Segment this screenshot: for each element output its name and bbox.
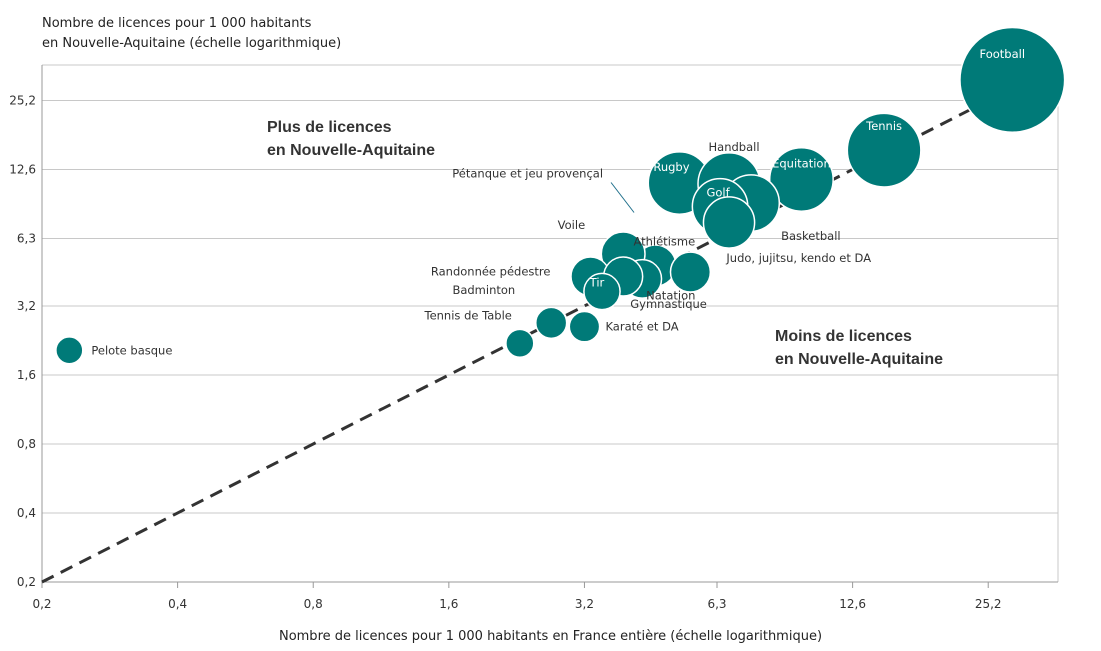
grid — [42, 64, 1059, 582]
bubble — [846, 112, 922, 188]
point-label: Golf — [706, 185, 730, 199]
bubble — [583, 272, 621, 311]
point-label: Handball — [709, 140, 760, 154]
zone-below-title-line1: Moins de licences — [775, 328, 912, 345]
zone-above-title-line1: Plus de licences — [267, 119, 392, 136]
x-tick-label: 3,2 — [575, 597, 594, 611]
point-labels: Football Tennis Équitation Rugby Handball Bas… — [91, 47, 1025, 357]
x-tick-label: 1,6 — [439, 597, 458, 611]
axes — [41, 65, 1058, 588]
y-axis-title-line2: en Nouvelle-Aquitaine (échelle logarithm… — [42, 36, 342, 51]
scatter-chart: 0,2 0,4 0,8 1,6 3,2 6,3 12,6 25,2 0,2 0,4 0,8 1,6 3… — [9, 26, 1066, 611]
leader-line — [610, 182, 635, 213]
y-tick-labels: 0,2 0,4 0,8 1,6 3,2 6,3 12,6 25,2 — [9, 94, 36, 589]
bubble — [768, 146, 834, 212]
point-label: Badminton — [452, 283, 515, 297]
point-label: Natation — [646, 289, 695, 303]
x-axis-title: Nombre de licences pour 1 000 habitants … — [278, 629, 823, 644]
x-tick-label: 0,4 — [168, 597, 187, 611]
zone-below-title-line2: en Nouvelle-Aquitaine — [775, 351, 943, 368]
bubble — [55, 336, 84, 365]
point-label: Tennis de Table — [424, 308, 512, 322]
point-label: Pelote basque — [91, 343, 172, 357]
bubble — [535, 306, 568, 340]
x-tick-labels: 0,2 0,4 0,8 1,6 3,2 6,3 12,6 25,2 — [32, 597, 1001, 611]
point-label: Judo, jujitsu, kendo et DA — [725, 251, 871, 265]
bubble — [568, 310, 601, 343]
x-tick-label: 0,2 — [32, 597, 51, 611]
point-label: Rugby — [653, 160, 689, 174]
y-axis-title-line1: Nombre de licences pour 1 000 habitants — [42, 16, 312, 31]
x-tick-label: 12,6 — [839, 597, 866, 611]
point-label: Pétanque et jeu provençal — [452, 167, 603, 181]
point-label: Tir — [589, 276, 605, 290]
point-label: Voile — [558, 218, 585, 232]
zone-above-title-line2: en Nouvelle-Aquitaine — [267, 142, 435, 159]
y-tick-label: 3,2 — [17, 299, 36, 313]
reference-line — [41, 79, 1027, 584]
y-tick-label: 0,4 — [17, 506, 36, 520]
y-tick-label: 1,6 — [17, 368, 36, 382]
y-tick-label: 12,6 — [9, 163, 36, 177]
y-tick-label: 0,8 — [17, 437, 36, 451]
x-tick-label: 0,8 — [304, 597, 323, 611]
bubble — [959, 26, 1066, 133]
point-label: Football — [980, 47, 1026, 61]
x-tick-label: 6,3 — [707, 597, 726, 611]
bubble — [702, 196, 756, 249]
bubbles — [55, 26, 1066, 365]
y-tick-label: 25,2 — [9, 94, 36, 108]
point-label: Athlétisme — [633, 235, 695, 249]
x-tick-label: 25,2 — [975, 597, 1002, 611]
point-label: Gymnastique — [630, 297, 707, 311]
point-label: Équitation — [772, 155, 831, 170]
point-label: Karaté et DA — [605, 320, 678, 334]
y-tick-label: 6,3 — [17, 232, 36, 246]
bubble — [669, 251, 712, 293]
point-label: Tennis — [865, 119, 902, 133]
point-label: Randonnée pédestre — [431, 265, 551, 279]
point-label: Basketball — [781, 229, 841, 243]
y-tick-label: 0,2 — [17, 575, 36, 589]
bubble — [505, 328, 535, 358]
